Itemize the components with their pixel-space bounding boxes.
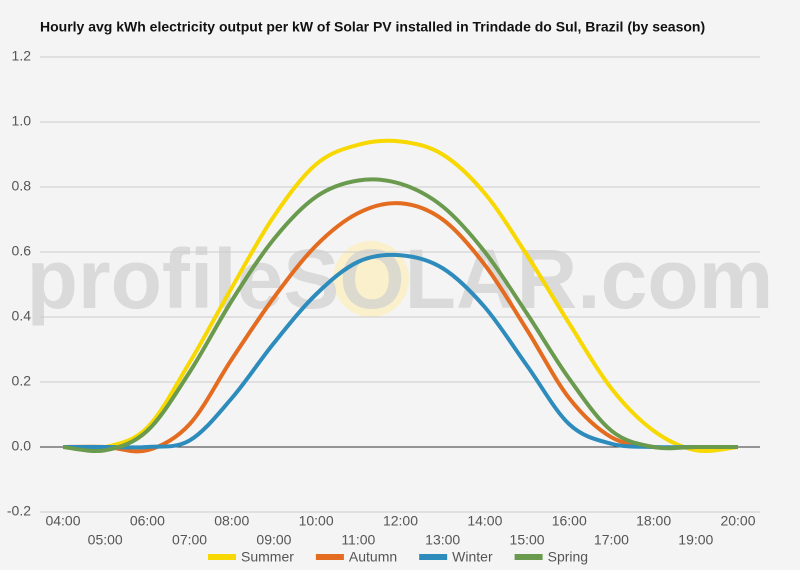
x-tick-label: 14:00	[467, 513, 502, 529]
series-line	[62, 201, 738, 454]
x-tick-label: 11:00	[341, 532, 375, 548]
legend-label: Spring	[548, 549, 588, 565]
legend-swatch	[208, 554, 236, 560]
x-tick-label: 10:00	[299, 513, 334, 529]
watermark-sun	[333, 241, 409, 317]
x-tick-label: 20:00	[720, 513, 755, 529]
y-tick-label: 1.0	[12, 113, 32, 129]
legend-swatch	[315, 554, 344, 560]
x-tick-label: 19:00	[678, 532, 713, 548]
x-tick-label: 08:00	[214, 513, 249, 529]
x-tick-label: 17:00	[594, 532, 629, 548]
x-tick-label: 13:00	[425, 532, 460, 548]
series-line	[62, 177, 738, 453]
y-tick-label: 0.8	[12, 178, 32, 194]
x-tick-label: 16:00	[552, 513, 587, 529]
series-line	[63, 252, 738, 450]
y-tick-label: 0.0	[12, 438, 32, 454]
x-tick-label: 09:00	[256, 532, 291, 548]
x-tick-label: 06:00	[130, 513, 165, 529]
watermark: profileSOLAR.com	[27, 232, 774, 326]
chart-title: Hourly avg kWh electricity output per kW…	[40, 19, 705, 35]
legend-label: Autumn	[349, 549, 397, 565]
series-line	[62, 138, 739, 453]
y-tick-label: 0.2	[12, 373, 32, 389]
x-tick-label: 07:00	[172, 532, 207, 548]
x-tick-label: 05:00	[88, 532, 123, 548]
x-tick-label: 15:00	[510, 532, 545, 548]
y-tick-label: -0.2	[7, 503, 31, 519]
legend-swatch	[514, 554, 543, 560]
legend-swatch	[419, 554, 448, 560]
legend-label: Winter	[452, 549, 493, 565]
x-tick-label: 04:00	[45, 513, 80, 529]
x-tick-label: 18:00	[636, 513, 671, 529]
y-tick-label: 0.4	[12, 308, 32, 324]
x-tick-label: 12:00	[383, 513, 418, 529]
legend-label: Summer	[241, 549, 294, 565]
y-tick-label: 1.2	[12, 48, 32, 64]
y-tick-label: 0.6	[12, 243, 32, 259]
